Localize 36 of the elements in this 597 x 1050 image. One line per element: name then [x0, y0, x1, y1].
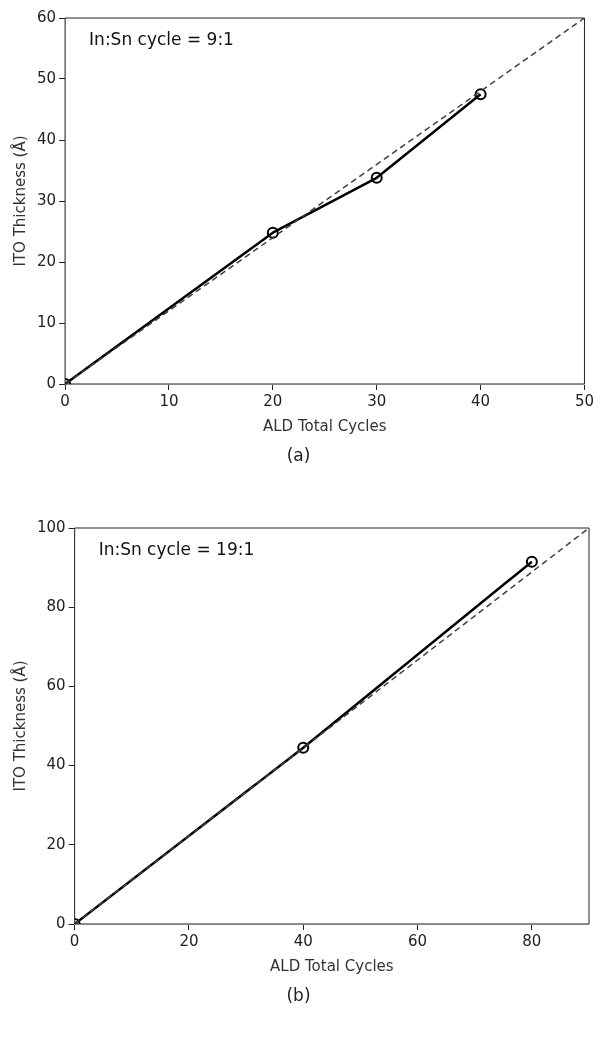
x-tick-label: 20 [179, 931, 199, 950]
y-tick-label: 40 [46, 755, 66, 774]
x-tick-label: 80 [522, 931, 542, 950]
x-tick-label: 20 [263, 391, 283, 410]
y-axis-title: ITO Thickness (Å) [9, 660, 29, 792]
x-tick-label: 10 [159, 391, 179, 410]
text: (b) [285, 984, 312, 1007]
y-tick-label: 0 [56, 913, 66, 932]
y-tick-label: 50 [36, 68, 57, 87]
x-tick-label: 50 [574, 391, 594, 410]
annotation: In:Sn cycle = 9:1 [89, 28, 234, 49]
y-tick-label: 80 [46, 597, 66, 616]
point [370, 171, 383, 184]
y-tick-label: 60 [46, 676, 66, 695]
x-tick-label: 60 [408, 931, 428, 950]
annotation: In:Sn cycle = 19:1 [98, 538, 255, 559]
y-tick-label: 40 [36, 129, 57, 148]
point [525, 555, 538, 568]
x-axis-title: ALD Total Cycles [263, 416, 387, 435]
text: (a) [285, 444, 312, 467]
x-tick-label: 30 [367, 391, 387, 410]
x-tick-label: 40 [293, 931, 313, 950]
y-tick-label: 100 [36, 517, 66, 536]
point [266, 226, 279, 239]
y-tick-label: 10 [36, 312, 57, 331]
y-axis-title: ITO Thickness (Å) [9, 135, 29, 267]
y-tick-label: 20 [46, 834, 66, 853]
point [297, 741, 310, 754]
x-tick-label: 0 [69, 931, 80, 950]
point [474, 88, 487, 101]
y-tick-label: 60 [36, 7, 57, 26]
x-tick-label: 40 [471, 391, 491, 410]
y-tick-label: 0 [46, 373, 57, 392]
x-axis-title: ALD Total Cycles [270, 956, 394, 975]
y-tick-label: 20 [36, 251, 57, 270]
y-tick-label: 30 [36, 190, 57, 209]
